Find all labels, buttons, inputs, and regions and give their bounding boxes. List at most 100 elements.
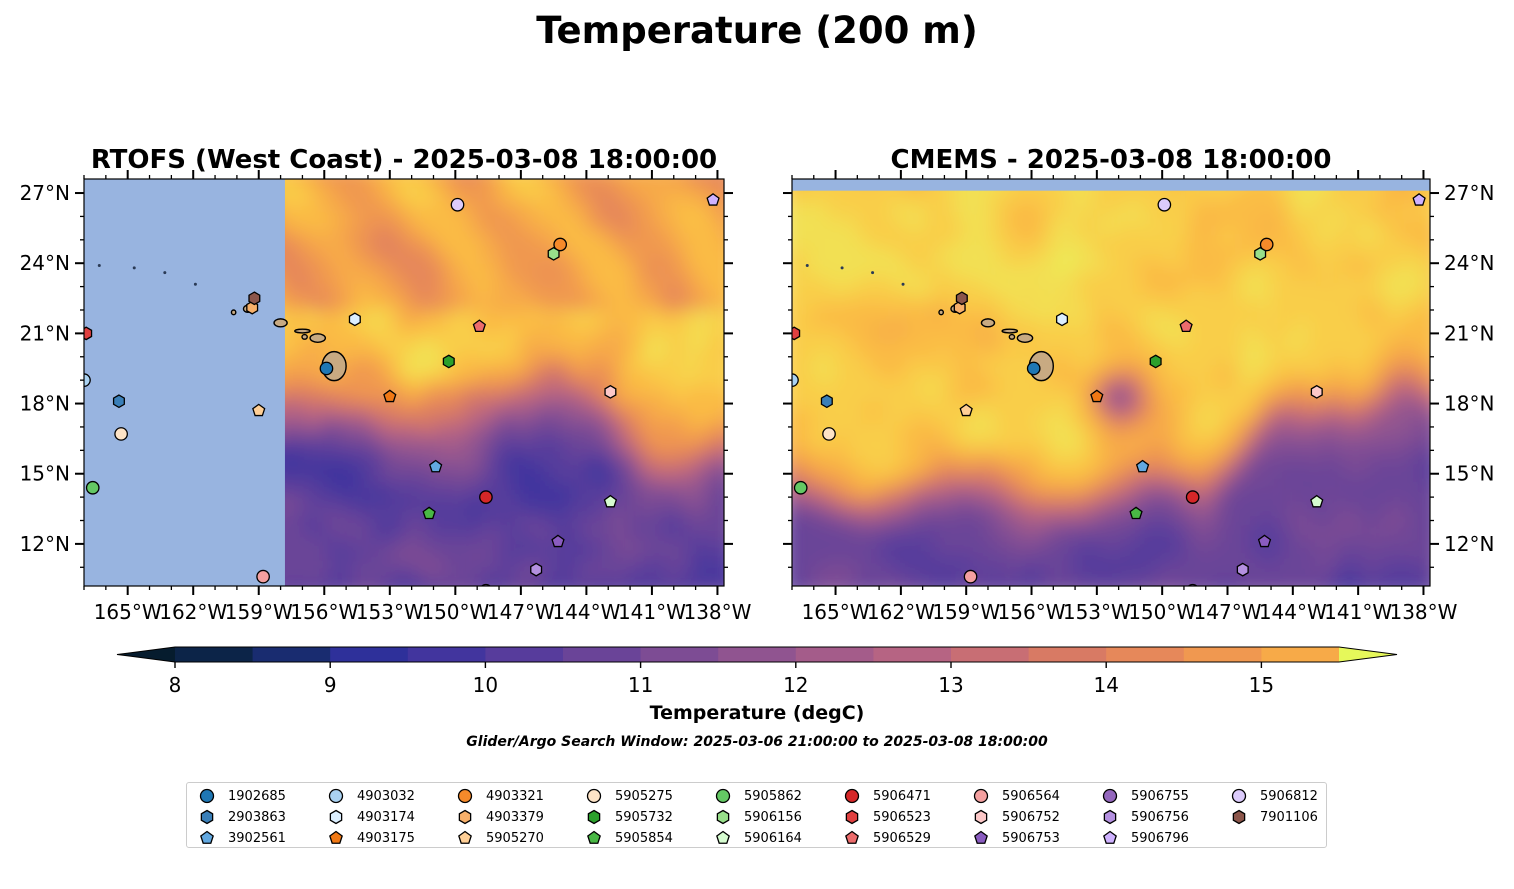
float-5905275[interactable]: [114, 427, 128, 441]
ytick-label: 15°N: [20, 462, 70, 486]
legend-item-5906812: 5906812: [1230, 786, 1318, 806]
float-5906523[interactable]: [81, 326, 93, 341]
legend-label: 5905270: [486, 831, 544, 846]
float-1902685[interactable]: [1026, 361, 1041, 376]
legend-label: 5906471: [873, 789, 931, 804]
float-5906796[interactable]: [1412, 193, 1426, 206]
xtick-label: 144°W: [1259, 600, 1327, 624]
xtick-label: 165°W: [94, 600, 162, 624]
float-5906752[interactable]: [1310, 384, 1323, 399]
float-5906156[interactable]: [1254, 246, 1267, 261]
float-5906812[interactable]: [450, 197, 465, 212]
legend-item-3902561: 3902561: [198, 828, 286, 848]
float-5906796[interactable]: [706, 193, 720, 206]
legend-label: 5906156: [744, 810, 802, 825]
xtick-label: 159°W: [225, 600, 293, 624]
colorbar-segment: [563, 647, 642, 662]
legend-item-7901106: 7901106: [1230, 807, 1318, 827]
float-5906564[interactable]: [256, 569, 270, 584]
float-5906756[interactable]: [1236, 562, 1249, 577]
float-5906523[interactable]: [789, 326, 801, 341]
colorbar-segment: [485, 647, 564, 662]
colorbar-tick-label: 8: [169, 673, 182, 697]
circle-marker-icon: [1102, 788, 1118, 804]
float-5906471[interactable]: [1185, 490, 1200, 504]
float-5906471[interactable]: [479, 490, 493, 504]
ytick-label: 18°N: [1444, 392, 1494, 416]
float-5906564[interactable]: [963, 569, 978, 584]
float-4903175[interactable]: [1090, 389, 1104, 403]
float-5906529[interactable]: [1179, 319, 1193, 333]
pentagon-marker-icon: [200, 830, 214, 844]
colorbar-tick-label: 9: [324, 673, 337, 697]
xtick-label: 141°W: [1324, 600, 1392, 624]
colorbar-segment: [795, 647, 874, 662]
legend-label: 5905275: [615, 789, 673, 804]
legend-item-5905270: 5905270: [456, 828, 544, 848]
colorbar-segment: [1261, 647, 1340, 662]
float-4903321[interactable]: [553, 237, 568, 252]
float-3902561[interactable]: [1135, 459, 1150, 473]
float-5906753[interactable]: [1257, 534, 1272, 548]
float-5905862[interactable]: [793, 480, 808, 495]
float-5905275[interactable]: [822, 427, 836, 441]
ytick-label: 21°N: [1444, 321, 1494, 345]
xtick-label: 162°W: [867, 600, 935, 624]
float-5906164[interactable]: [603, 494, 618, 508]
colorbar-label: Temperature (degC): [650, 702, 865, 724]
float-4903032[interactable]: [786, 373, 799, 388]
ytick-label: 12°N: [20, 532, 70, 556]
atoll-1: [97, 264, 101, 268]
legend-item-5905862: 5905862: [714, 786, 802, 806]
float-1902685[interactable]: [319, 361, 334, 376]
nodata-region-rtofs: [84, 179, 285, 586]
map-panel-rtofs[interactable]: 165°W162°W159°W156°W153°W150°W147°W144°W…: [20, 165, 752, 624]
legend-item-5906755: 5906755: [1101, 786, 1189, 806]
float-7901106[interactable]: [955, 291, 968, 306]
float-4903321[interactable]: [1259, 237, 1274, 252]
float-5906756[interactable]: [530, 562, 543, 577]
float-5906753[interactable]: [551, 534, 565, 548]
float-5905732[interactable]: [1149, 354, 1162, 369]
xtick-label: 159°W: [932, 600, 1000, 624]
float-4903175[interactable]: [383, 389, 397, 403]
float-2903863[interactable]: [820, 394, 833, 409]
colorbar-tick-label: 10: [473, 673, 498, 697]
float-4903174[interactable]: [1055, 312, 1069, 327]
legend-label: 4903321: [486, 789, 544, 804]
colorbar-segment: [873, 647, 952, 662]
circle-marker-icon: [973, 788, 989, 804]
float-7901106[interactable]: [248, 291, 261, 306]
legend-label: 5905854: [615, 831, 673, 846]
float-2903863[interactable]: [112, 394, 125, 409]
float-5905854[interactable]: [1129, 506, 1143, 520]
hexagon-marker-icon: [329, 809, 343, 825]
legend-label: 5906812: [1260, 789, 1318, 804]
panel-title-cmems: CMEMS - 2025-03-08 18:00:00: [891, 145, 1332, 175]
atoll-1: [805, 264, 809, 268]
float-5906529[interactable]: [472, 319, 487, 333]
float-5905854[interactable]: [422, 506, 436, 520]
float-5905862[interactable]: [85, 480, 100, 495]
float-5905732[interactable]: [442, 354, 455, 369]
circle-marker-icon: [199, 788, 215, 804]
float-5906164[interactable]: [1310, 494, 1324, 508]
suptitle: Temperature (200 m): [536, 9, 978, 52]
colorbar-tick-label: 11: [628, 673, 653, 697]
colorbar-tick-label: 13: [938, 673, 963, 697]
xtick-label: 162°W: [159, 600, 227, 624]
float-5905270[interactable]: [252, 403, 266, 417]
float-5906812[interactable]: [1157, 197, 1172, 212]
map-panel-cmems[interactable]: 165°W162°W159°W156°W153°W150°W147°W144°W…: [781, 165, 1494, 624]
xtick-label: 138°W: [683, 600, 751, 624]
float-3902561[interactable]: [429, 459, 443, 473]
float-4903174[interactable]: [348, 312, 361, 327]
float-5906156[interactable]: [547, 246, 560, 261]
float-5906752[interactable]: [604, 384, 617, 399]
colorbar-segment: [1183, 647, 1262, 662]
pentagon-marker-icon: [845, 830, 859, 844]
hexagon-marker-icon: [587, 809, 601, 825]
legend-item-5906156: 5906156: [714, 807, 802, 827]
float-5905270[interactable]: [959, 403, 973, 417]
